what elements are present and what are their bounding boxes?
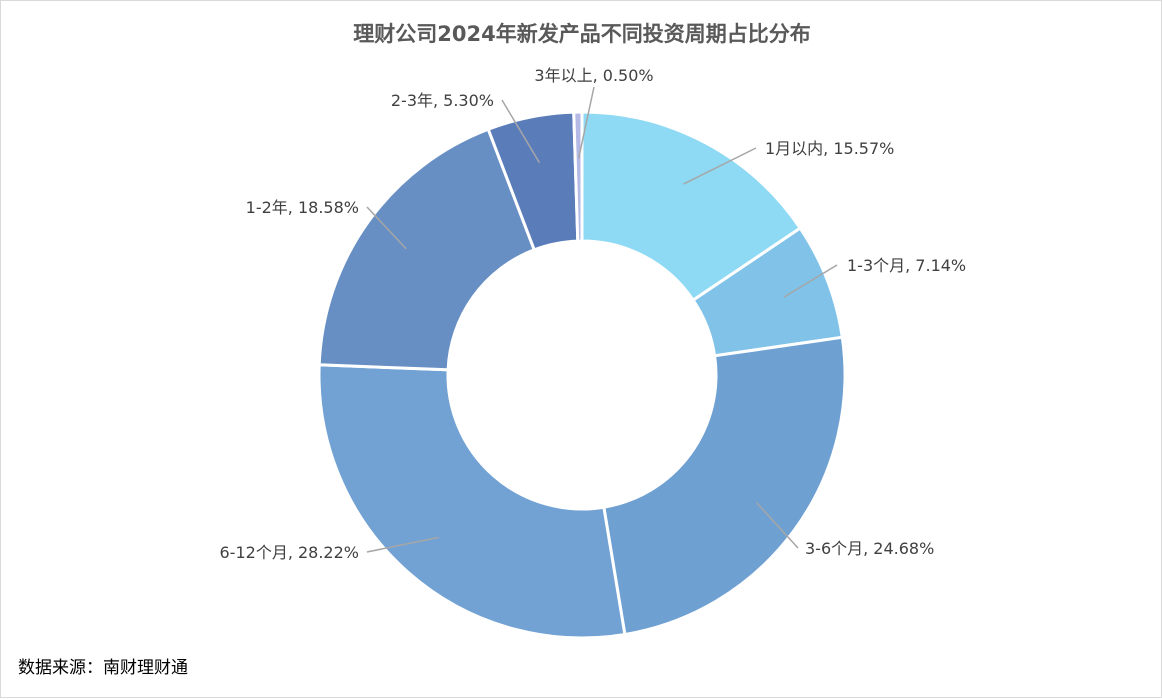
donut-slices bbox=[317, 110, 847, 640]
leader-line-7 bbox=[577, 86, 595, 159]
slice-label-1: 1月以内, 15.57% bbox=[765, 139, 894, 158]
slice-label-4: 6-12个月, 28.22% bbox=[220, 543, 360, 562]
donut-slice-7 bbox=[572, 110, 584, 243]
leader-line-2 bbox=[783, 264, 838, 298]
donut-slice-5 bbox=[317, 127, 537, 372]
slice-label-7: 3年以上, 0.50% bbox=[534, 66, 653, 85]
slice-label-2: 1-3个月, 7.14% bbox=[847, 256, 966, 275]
leader-line-6 bbox=[501, 99, 541, 164]
slice-label-6: 2-3年, 5.30% bbox=[391, 91, 494, 110]
slice-labels: 1月以内, 15.57% 1-3个月, 7.14% 3-6个月, 24.68% 6-1… bbox=[220, 66, 967, 562]
donut-slice-1 bbox=[580, 110, 803, 303]
leader-line-3 bbox=[756, 502, 799, 549]
donut-slice-4 bbox=[317, 363, 627, 640]
slice-label-3: 3-6个月, 24.68% bbox=[805, 539, 934, 558]
leader-line-1 bbox=[683, 147, 757, 185]
leader-lines bbox=[366, 86, 838, 553]
leader-line-4 bbox=[366, 536, 439, 553]
slice-label-5: 1-2年, 18.58% bbox=[246, 198, 359, 217]
leader-line-5 bbox=[366, 206, 407, 250]
source-note: 数据来源：南财理财通 bbox=[18, 658, 188, 678]
donut-slice-3 bbox=[602, 335, 847, 637]
chart-title: 理财公司2024年新发产品不同投资周期占比分布 bbox=[353, 22, 811, 46]
